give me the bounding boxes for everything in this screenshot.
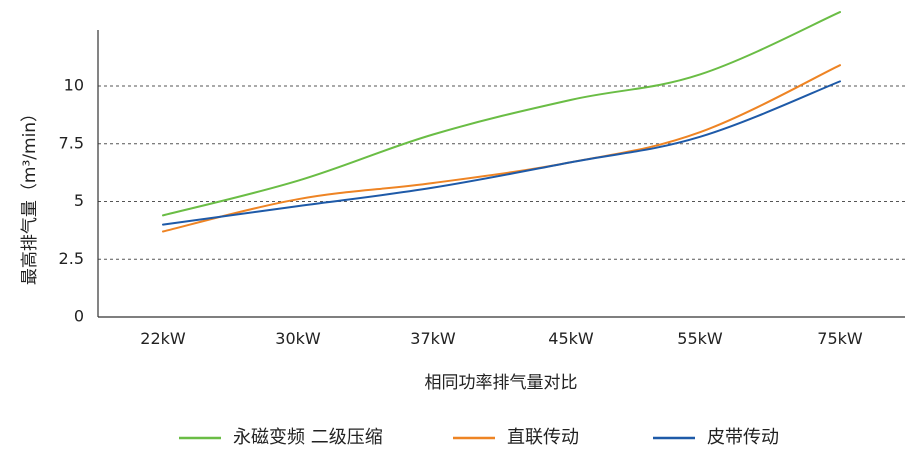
legend-item: 永磁变频 二级压缩 xyxy=(179,427,383,448)
series-line-3 xyxy=(162,80,841,226)
x-tick-label: 22kW xyxy=(140,329,186,348)
y-axis-label: 最高排气量（m³/min） xyxy=(20,105,40,285)
y-tick-label: 0 xyxy=(74,307,84,326)
series-line-2 xyxy=(162,64,841,233)
y-tick-labels: 0 2.5 5 7.5 10 xyxy=(59,76,84,326)
x-tick-label: 75kW xyxy=(817,329,863,348)
axes xyxy=(97,30,905,318)
grid-lines xyxy=(98,85,905,260)
y-tick-label: 7.5 xyxy=(59,133,84,152)
x-tick-label: 55kW xyxy=(677,329,723,348)
legend-item: 皮带传动 xyxy=(653,427,779,448)
x-tick-labels: 22kW 30kW 37kW 45kW 55kW 75kW xyxy=(140,329,863,348)
series-line-1 xyxy=(162,11,841,217)
legend-label: 直联传动 xyxy=(507,427,579,448)
y-tick-label: 5 xyxy=(74,191,84,210)
x-axis-label: 相同功率排气量对比 xyxy=(425,373,578,393)
legend-label: 皮带传动 xyxy=(707,427,779,448)
legend-label: 永磁变频 二级压缩 xyxy=(233,427,383,448)
x-tick-label: 30kW xyxy=(275,329,321,348)
series-lines xyxy=(162,11,841,233)
legend: 永磁变频 二级压缩 直联传动 皮带传动 xyxy=(179,427,779,448)
legend-item: 直联传动 xyxy=(453,427,579,448)
x-tick-label: 45kW xyxy=(548,329,594,348)
y-tick-label: 2.5 xyxy=(59,249,84,268)
y-tick-label: 10 xyxy=(64,76,84,95)
x-tick-label: 37kW xyxy=(410,329,456,348)
